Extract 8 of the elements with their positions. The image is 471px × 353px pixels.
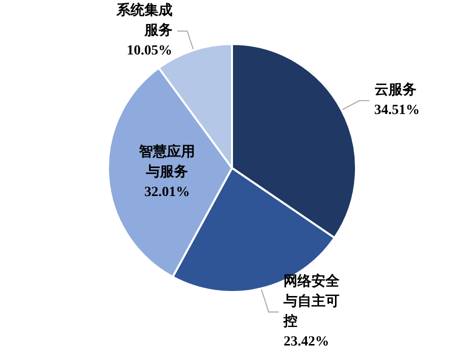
slice-label: 系统集成服务 <box>115 2 172 39</box>
data-label: 10.05% <box>126 44 172 59</box>
data-label: 23.42% <box>284 334 330 350</box>
slice-label: 网络安全与自主可控 <box>282 272 341 330</box>
data-label: 34.51% <box>374 103 420 118</box>
slice-label: 云服务 <box>374 82 416 98</box>
data-label: 32.01% <box>144 184 190 200</box>
slice-label: 智慧应用与服务 <box>138 142 196 180</box>
